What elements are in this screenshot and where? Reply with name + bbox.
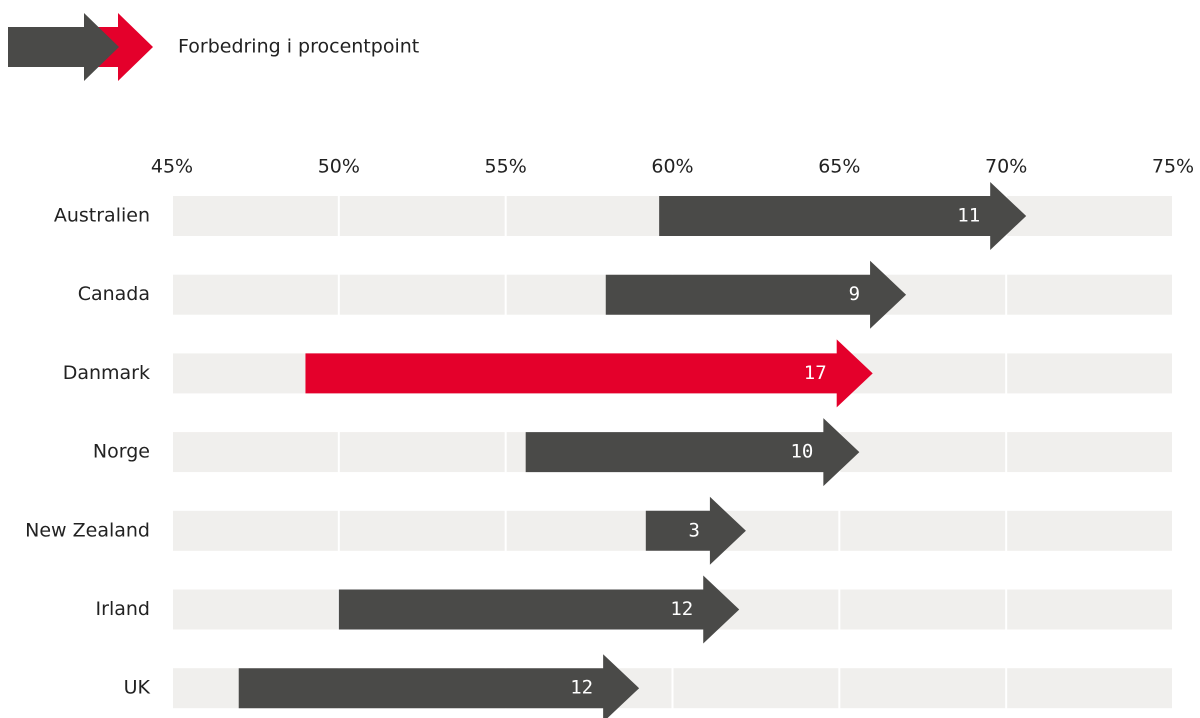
x-tick-label: 60% — [651, 156, 693, 178]
y-tick-label: Australien — [54, 205, 150, 227]
x-tick-label: 65% — [818, 156, 860, 178]
arrow — [605, 260, 907, 329]
arrow — [645, 496, 746, 565]
x-tick-label: 55% — [485, 156, 527, 178]
x-tick-label: 70% — [985, 156, 1027, 178]
y-tick-label: UK — [124, 677, 151, 699]
y-tick-label: New Zealand — [25, 519, 150, 541]
value-label: 12 — [570, 677, 593, 699]
y-tick-label: Irland — [96, 598, 150, 620]
arrow — [338, 575, 740, 644]
value-label: 3 — [688, 519, 699, 541]
value-label: 17 — [804, 362, 827, 384]
legend-icon — [8, 13, 153, 81]
x-tick-label: 45% — [151, 156, 193, 178]
y-tick-label: Canada — [78, 283, 150, 305]
x-tick-label: 50% — [318, 156, 360, 178]
y-tick-label: Norge — [93, 441, 150, 463]
arrow — [525, 418, 860, 487]
x-tick-label: 75% — [1152, 156, 1194, 178]
y-tick-label: Danmark — [63, 362, 150, 384]
value-label: 11 — [957, 205, 980, 227]
value-label: 10 — [790, 441, 813, 463]
legend-label: Forbedring i procentpoint — [178, 36, 419, 58]
value-label: 12 — [670, 598, 693, 620]
arrow — [659, 182, 1027, 250]
value-label: 9 — [849, 283, 860, 305]
arrow — [305, 339, 873, 408]
arrow — [238, 654, 640, 718]
